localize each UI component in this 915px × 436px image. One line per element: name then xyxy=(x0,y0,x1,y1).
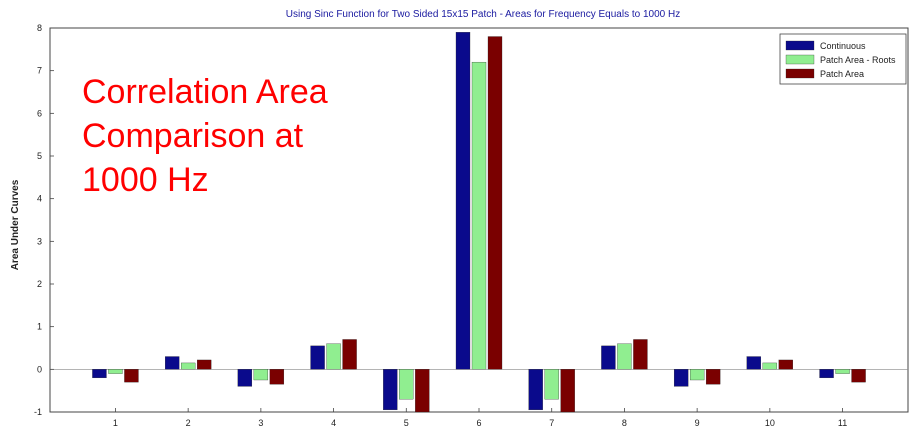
bar-1-4 xyxy=(310,345,325,370)
x-tick-label: 11 xyxy=(838,418,847,428)
bar-3-9 xyxy=(705,369,721,385)
y-tick-label: 2 xyxy=(37,279,42,289)
bar-1-11 xyxy=(819,369,834,379)
bar-2-2 xyxy=(181,362,196,370)
bar-3-2 xyxy=(197,359,212,370)
x-tick-label: 8 xyxy=(622,418,627,428)
y-tick-label: -1 xyxy=(34,407,42,417)
bar-3-10 xyxy=(778,359,793,370)
y-tick-label: 3 xyxy=(37,236,42,246)
x-tick-label: 10 xyxy=(765,418,775,428)
bar-1-7 xyxy=(528,369,543,411)
bar-3-11 xyxy=(851,369,866,383)
bar-2-7 xyxy=(544,369,559,400)
x-tick-label: 1 xyxy=(113,418,118,428)
y-tick-label: 5 xyxy=(37,151,42,161)
y-tick-label: 0 xyxy=(37,364,42,374)
bar-2-1 xyxy=(108,369,123,374)
bar-3-5 xyxy=(415,369,430,413)
x-tick-label: 9 xyxy=(695,418,700,428)
overlay-line-2: Comparison at xyxy=(82,117,304,155)
legend: Continuous Patch Area - Roots Patch Area xyxy=(779,33,907,85)
y-axis-label: Area Under Curves xyxy=(10,179,21,270)
bar-2-8 xyxy=(617,343,632,370)
bar-1-8 xyxy=(601,345,616,370)
legend-swatch-1 xyxy=(785,40,815,51)
y-tick-label: 1 xyxy=(37,322,42,332)
overlay-line-3: 1000 Hz xyxy=(82,161,209,199)
y-tick-label: 8 xyxy=(37,23,42,33)
bar-3-3 xyxy=(269,369,285,385)
y-tick-label: 4 xyxy=(37,194,42,204)
bar-2-11 xyxy=(835,369,850,374)
bar-2-3 xyxy=(253,369,269,381)
overlay-line-1: Correlation Area xyxy=(82,73,328,111)
x-tick-label: 6 xyxy=(476,418,481,428)
y-tick-label: 6 xyxy=(37,108,42,118)
bar-2-10 xyxy=(762,362,777,370)
x-tick-label: 7 xyxy=(549,418,554,428)
overlay-annotation: Correlation Area Comparison at 1000 Hz xyxy=(82,70,382,202)
legend-swatch-2 xyxy=(785,54,815,65)
bar-2-6 xyxy=(471,61,487,370)
x-tick-label: 2 xyxy=(186,418,191,428)
bar-3-6 xyxy=(487,36,503,370)
bar-1-2 xyxy=(165,356,180,370)
bar-3-4 xyxy=(342,339,357,370)
legend-label-2: Patch Area - Roots xyxy=(820,55,896,65)
bar-3-1 xyxy=(124,369,139,383)
bar-2-9 xyxy=(689,369,705,381)
x-tick-label: 5 xyxy=(404,418,409,428)
bar-1-6 xyxy=(455,32,471,370)
bar-2-4 xyxy=(326,343,341,370)
x-tick-label: 3 xyxy=(258,418,263,428)
bar-1-10 xyxy=(746,356,761,370)
legend-label-1: Continuous xyxy=(820,41,866,51)
bar-1-9 xyxy=(673,369,689,387)
bar-2-5 xyxy=(399,369,414,400)
bar-1-5 xyxy=(383,369,398,411)
y-tick-label: 7 xyxy=(37,66,42,76)
x-tick-label: 4 xyxy=(331,418,336,428)
legend-label-3: Patch Area xyxy=(820,69,864,79)
legend-swatch-3 xyxy=(785,68,815,79)
chart-title: Using Sinc Function for Two Sided 15x15 … xyxy=(286,9,680,20)
bar-3-7 xyxy=(560,369,575,413)
bar-3-8 xyxy=(633,339,648,370)
bar-1-3 xyxy=(237,369,253,387)
bar-1-1 xyxy=(92,369,107,379)
